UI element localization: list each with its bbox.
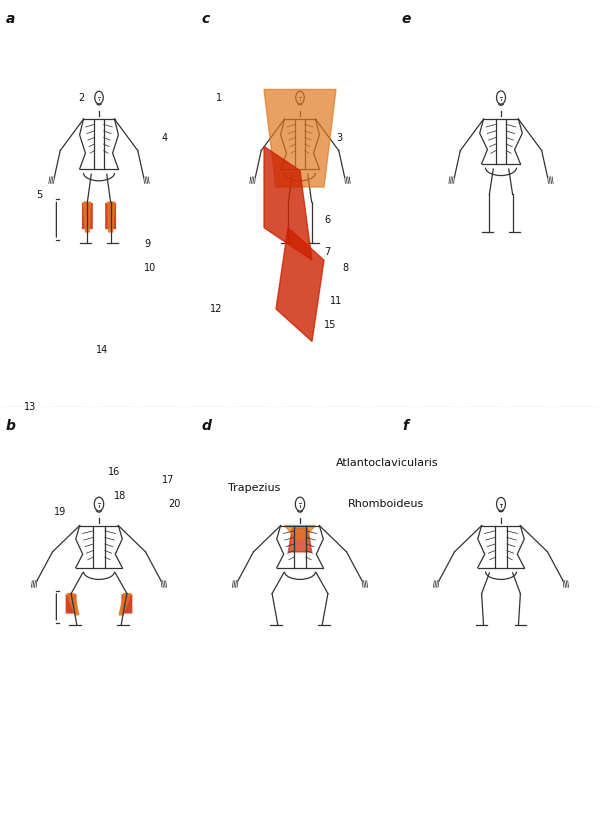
Text: 12: 12: [210, 304, 223, 314]
Text: 18: 18: [114, 491, 126, 501]
FancyBboxPatch shape: [65, 593, 77, 615]
Text: 5: 5: [36, 190, 42, 200]
Polygon shape: [83, 202, 90, 232]
Polygon shape: [264, 146, 312, 260]
Text: 19: 19: [54, 507, 66, 517]
Text: 13: 13: [24, 402, 36, 411]
Text: 6: 6: [324, 215, 330, 224]
Text: 4: 4: [162, 133, 168, 143]
Polygon shape: [264, 89, 336, 187]
Text: 15: 15: [324, 320, 337, 330]
Polygon shape: [119, 593, 131, 615]
Text: 3: 3: [336, 133, 342, 143]
Polygon shape: [289, 528, 311, 552]
Text: 16: 16: [108, 467, 120, 476]
Text: 10: 10: [144, 263, 156, 273]
Text: 14: 14: [96, 345, 108, 354]
FancyBboxPatch shape: [82, 202, 93, 230]
Text: f: f: [402, 419, 408, 433]
Text: d: d: [201, 419, 211, 433]
Text: 7: 7: [324, 247, 330, 257]
Text: 11: 11: [330, 296, 342, 306]
Text: c: c: [201, 12, 209, 26]
Text: 8: 8: [342, 263, 348, 273]
Polygon shape: [276, 228, 324, 341]
Text: 1: 1: [216, 93, 222, 102]
Text: 17: 17: [162, 475, 175, 485]
Text: 20: 20: [168, 499, 181, 509]
Text: Rhomboideus: Rhomboideus: [348, 499, 424, 509]
Polygon shape: [284, 525, 316, 539]
FancyBboxPatch shape: [121, 593, 133, 615]
Polygon shape: [108, 202, 115, 232]
Polygon shape: [67, 593, 79, 615]
Text: Atlantoclavicularis: Atlantoclavicularis: [336, 459, 439, 468]
FancyBboxPatch shape: [105, 202, 116, 230]
Text: 9: 9: [144, 239, 150, 249]
Text: 2: 2: [78, 93, 84, 102]
Text: e: e: [402, 12, 412, 26]
Text: a: a: [6, 12, 16, 26]
Text: b: b: [6, 419, 16, 433]
Text: Trapezius: Trapezius: [228, 483, 280, 493]
